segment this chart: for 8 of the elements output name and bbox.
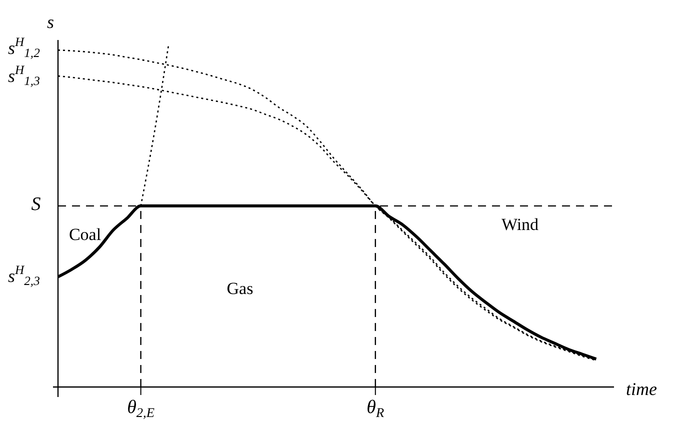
y-axis-title: s	[46, 12, 54, 32]
annotation: Gas	[226, 278, 254, 298]
x-tick-label: θ$_{R}$	[366, 397, 384, 420]
annotation: Coal	[68, 224, 102, 244]
annotation: Wind	[501, 214, 540, 234]
x-axis-title: time	[626, 379, 657, 399]
ref-line-label: S	[31, 194, 42, 216]
x-tick-label: θ$_{2,E}$	[127, 397, 155, 420]
